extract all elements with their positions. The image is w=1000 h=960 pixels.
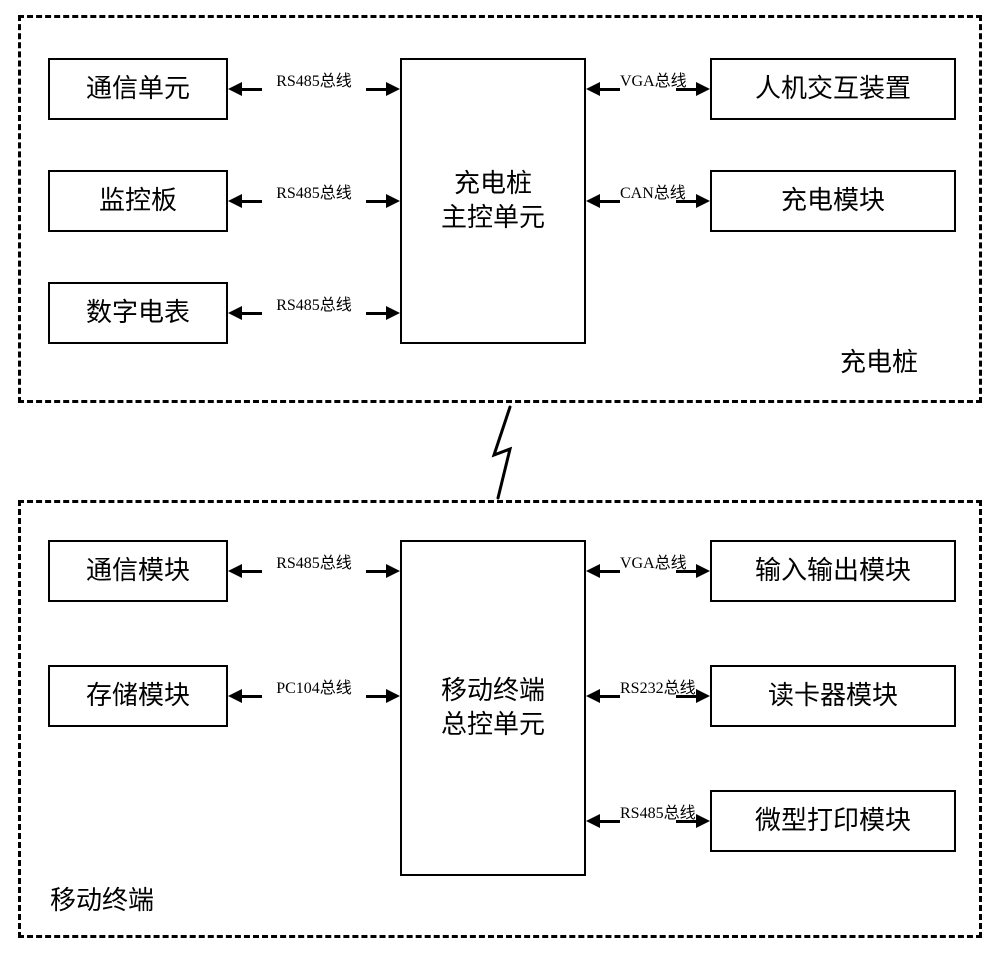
- node-m-card: 读卡器模块: [710, 665, 956, 727]
- arrowhead-left-icon: [586, 82, 600, 96]
- node-m-main: 移动终端 总控单元: [400, 540, 586, 876]
- arrowhead-left-icon: [228, 564, 242, 578]
- node-m-print: 微型打印模块: [710, 790, 956, 852]
- arrowhead-left-icon: [586, 689, 600, 703]
- node-m-io: 输入输出模块: [710, 540, 956, 602]
- arrowhead-right-icon: [696, 194, 710, 208]
- node-m-store: 存储模块: [48, 665, 228, 727]
- arrowhead-left-icon: [586, 814, 600, 828]
- arrowhead-right-icon: [696, 564, 710, 578]
- edge-label: PC104总线: [262, 674, 366, 698]
- edge-label: RS485总线: [262, 67, 366, 91]
- node-m-comm: 通信模块: [48, 540, 228, 602]
- arrowhead-left-icon: [228, 306, 242, 320]
- system-label-sys-bot: 移动终端: [50, 880, 154, 917]
- edge-label: RS485总线: [262, 549, 366, 573]
- node-n-meter: 数字电表: [48, 282, 228, 344]
- wireless-icon: [480, 405, 530, 515]
- arrowhead-right-icon: [386, 689, 400, 703]
- edge-label: CAN总线: [620, 179, 676, 203]
- arrowhead-right-icon: [386, 82, 400, 96]
- arrowhead-left-icon: [228, 82, 242, 96]
- arrowhead-left-icon: [586, 194, 600, 208]
- node-n-hmi: 人机交互装置: [710, 58, 956, 120]
- arrowhead-left-icon: [228, 689, 242, 703]
- node-n-main: 充电桩 主控单元: [400, 58, 586, 344]
- arrowhead-left-icon: [228, 194, 242, 208]
- block-diagram: 充电桩移动终端 通信单元监控板数字电表 充电桩 主控单元 人机交互装置充电模块通信模块…: [10, 10, 990, 950]
- edge-label: VGA总线: [620, 549, 676, 573]
- arrowhead-left-icon: [586, 564, 600, 578]
- edge-label: RS232总线: [620, 674, 676, 698]
- node-n-chg: 充电模块: [710, 170, 956, 232]
- edge-label: RS485总线: [262, 291, 366, 315]
- arrowhead-right-icon: [696, 814, 710, 828]
- arrowhead-right-icon: [386, 194, 400, 208]
- node-n-comm: 通信单元: [48, 58, 228, 120]
- arrowhead-right-icon: [696, 689, 710, 703]
- system-label-sys-top: 充电桩: [840, 342, 918, 379]
- arrowhead-right-icon: [696, 82, 710, 96]
- arrowhead-right-icon: [386, 306, 400, 320]
- edge-label: RS485总线: [620, 799, 676, 823]
- node-n-mon: 监控板: [48, 170, 228, 232]
- edge-label: VGA总线: [620, 67, 676, 91]
- arrowhead-right-icon: [386, 564, 400, 578]
- edge-label: RS485总线: [262, 179, 366, 203]
